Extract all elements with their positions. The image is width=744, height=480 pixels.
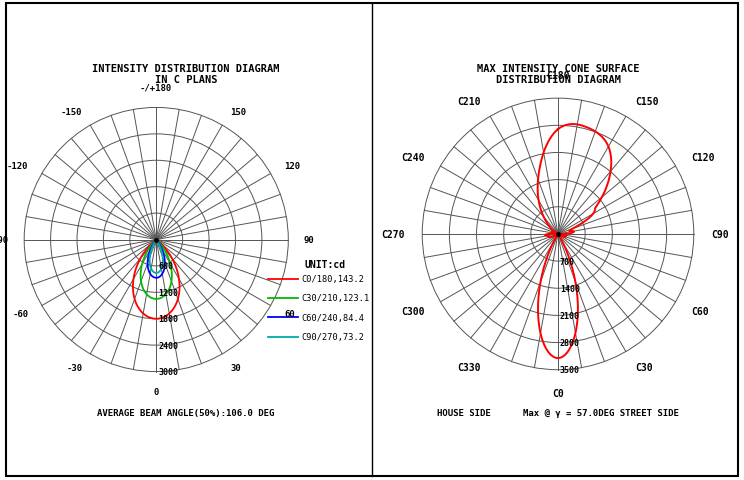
- Text: 2100: 2100: [560, 311, 580, 320]
- Text: -/+180: -/+180: [140, 84, 173, 93]
- Text: C210: C210: [458, 96, 481, 107]
- Text: -60: -60: [12, 309, 28, 318]
- Text: 600: 600: [158, 262, 173, 271]
- Text: C60/240,84.4: C60/240,84.4: [301, 313, 365, 322]
- Text: C30/210,123.1: C30/210,123.1: [301, 294, 370, 303]
- Text: C180: C180: [546, 71, 570, 81]
- Text: -150: -150: [61, 108, 83, 117]
- Text: 3500: 3500: [560, 365, 580, 374]
- Text: AVERAGE BEAM ANGLE(50%):106.0 DEG: AVERAGE BEAM ANGLE(50%):106.0 DEG: [97, 408, 275, 418]
- Text: C150: C150: [635, 96, 658, 107]
- Text: 150: 150: [230, 108, 246, 117]
- Text: MAX INTENSITY CONE SURFACE
DISTRIBUTION DIAGRAM: MAX INTENSITY CONE SURFACE DISTRIBUTION …: [477, 64, 639, 85]
- Text: 60: 60: [284, 309, 295, 318]
- Text: 90: 90: [304, 236, 315, 244]
- Text: 30: 30: [230, 363, 241, 372]
- Text: INTENSITY DISTRIBUTION DIAGRAM
IN C PLANS: INTENSITY DISTRIBUTION DIAGRAM IN C PLAN…: [92, 64, 280, 85]
- Text: 0: 0: [153, 387, 159, 396]
- Text: C300: C300: [402, 306, 425, 316]
- Text: C240: C240: [402, 153, 425, 163]
- Text: C60: C60: [691, 306, 709, 316]
- Text: C30: C30: [635, 362, 652, 372]
- Text: C90/270,73.2: C90/270,73.2: [301, 332, 365, 341]
- Text: C120: C120: [691, 153, 714, 163]
- Text: C0: C0: [552, 388, 564, 398]
- Text: C90: C90: [711, 229, 729, 240]
- Text: 1400: 1400: [560, 284, 580, 293]
- Text: 1800: 1800: [158, 314, 178, 324]
- Text: -90: -90: [0, 236, 9, 244]
- Text: UNIT:cd: UNIT:cd: [305, 259, 346, 269]
- Text: 1200: 1200: [158, 288, 178, 297]
- Text: -30: -30: [66, 363, 83, 372]
- Text: C0/180,143.2: C0/180,143.2: [301, 275, 365, 284]
- Text: HOUSE SIDE      Max @ γ = 57.0DEG STREET SIDE: HOUSE SIDE Max @ γ = 57.0DEG STREET SIDE: [437, 408, 679, 418]
- Text: 120: 120: [284, 162, 301, 171]
- Text: C330: C330: [458, 362, 481, 372]
- Text: 3000: 3000: [158, 367, 178, 376]
- Text: C270: C270: [381, 229, 405, 240]
- Text: 2400: 2400: [158, 341, 178, 350]
- Text: 700: 700: [560, 257, 575, 266]
- Text: -120: -120: [7, 162, 28, 171]
- Text: 2800: 2800: [560, 338, 580, 348]
